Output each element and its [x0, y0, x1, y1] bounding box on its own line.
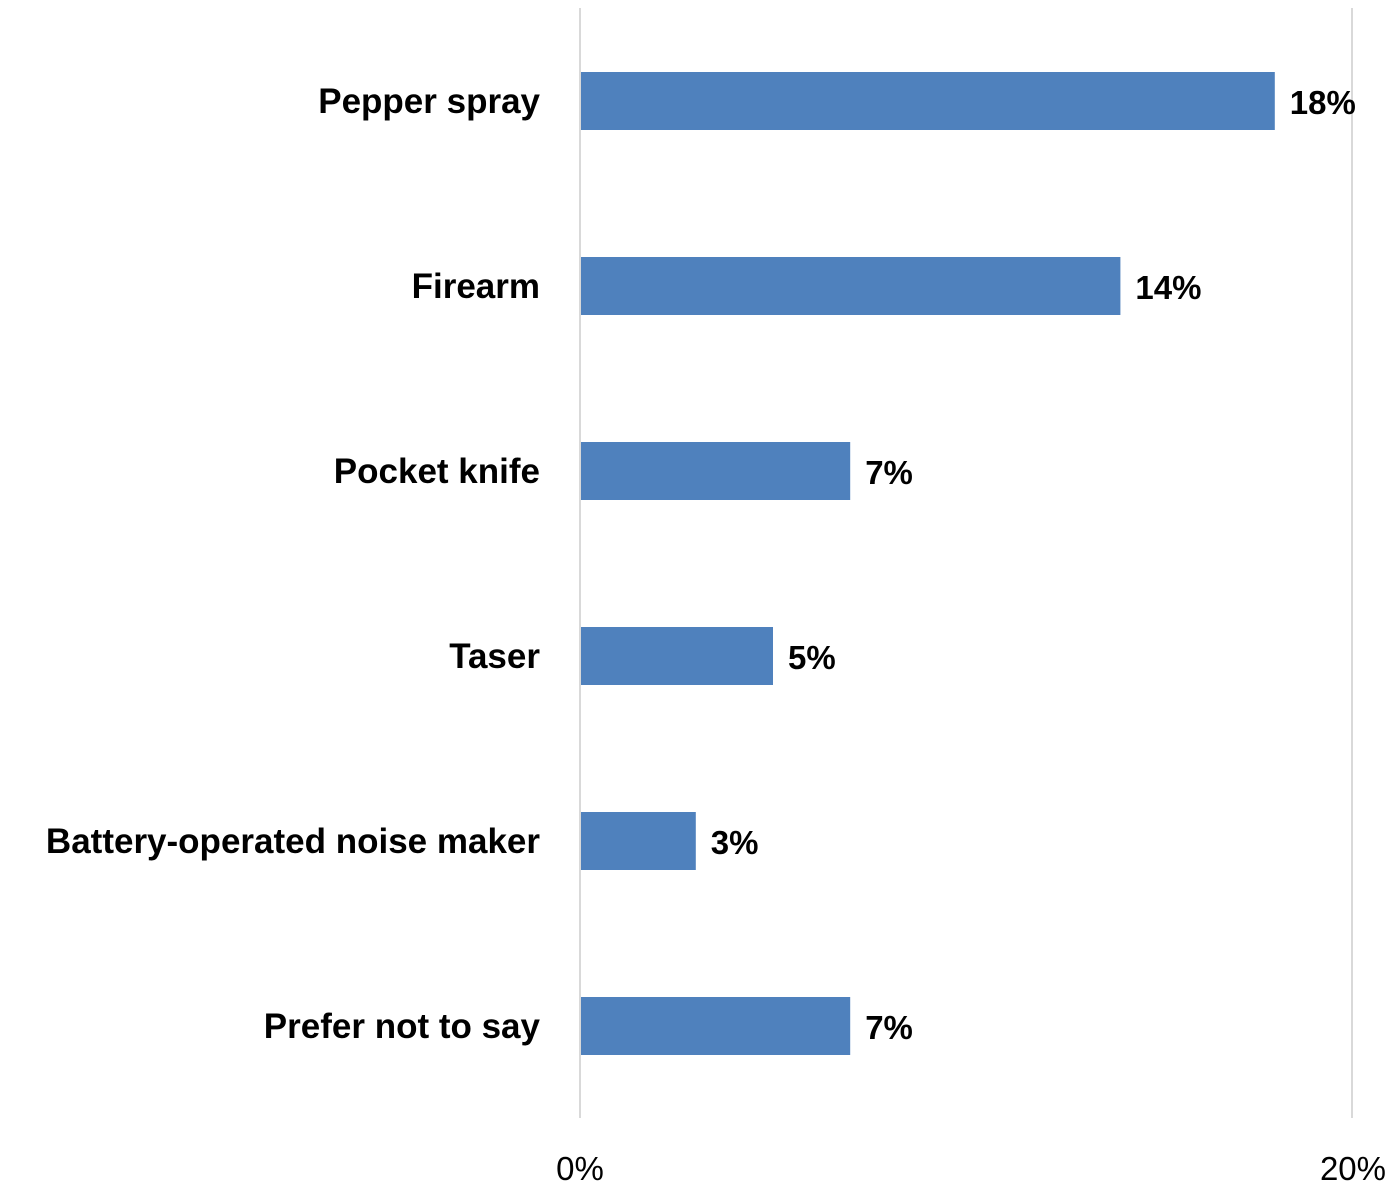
bar — [581, 72, 1275, 130]
x-axis-ticks: 0% 20% — [556, 1150, 1386, 1186]
category-labels: Pepper spray Firearm Pocket knife Taser Batt… — [46, 82, 541, 1046]
bar — [581, 812, 696, 870]
bar — [581, 997, 851, 1055]
data-label: 3% — [711, 824, 759, 861]
bars — [581, 72, 1275, 1055]
bar — [581, 257, 1121, 315]
data-label: 5% — [788, 639, 836, 676]
data-label: 7% — [865, 454, 913, 491]
category-label: Pepper spray — [318, 82, 540, 121]
data-label: 18% — [1290, 84, 1356, 121]
category-label: Taser — [449, 637, 540, 676]
data-labels: 18% 14% 7% 5% 3% 7% — [711, 84, 1356, 1046]
data-label: 14% — [1135, 269, 1201, 306]
x-tick-label: 20% — [1320, 1150, 1386, 1186]
category-label: Pocket knife — [334, 452, 540, 491]
x-tick-label: 0% — [556, 1150, 604, 1186]
bar — [581, 442, 851, 500]
category-label: Battery-operated noise maker — [46, 822, 540, 861]
bar — [581, 627, 773, 685]
category-label: Prefer not to say — [264, 1007, 541, 1046]
category-label: Firearm — [412, 267, 540, 306]
data-label: 7% — [865, 1009, 913, 1046]
gridlines — [579, 8, 1353, 1118]
